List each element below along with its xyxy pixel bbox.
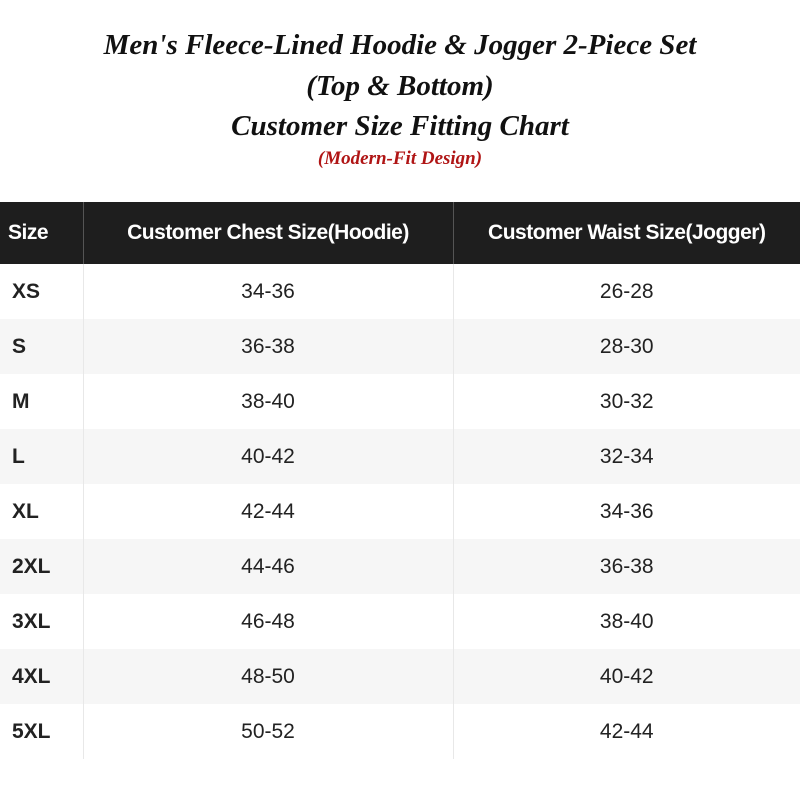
cell-chest: 40-42 [83, 429, 454, 484]
cell-size: 3XL [0, 594, 84, 649]
cell-size: 2XL [0, 539, 84, 594]
cell-waist: 26-28 [599, 279, 654, 303]
title-line-1: Men's Fleece-Lined Hoodie & Jogger 2-Pie… [103, 29, 697, 61]
table-row: 4XL 48-50 40-42 [0, 649, 800, 704]
cell-chest: 38-40 [83, 374, 454, 429]
cell-chest: 48-50 [83, 649, 454, 704]
cell-waist: 42-44 [599, 719, 654, 743]
cell-chest: 46-48 [83, 594, 454, 649]
cell-chest: 50-52 [83, 704, 454, 759]
table-row: S 36-38 28-30 [0, 319, 800, 374]
table-row: 2XL 44-46 36-38 [0, 539, 800, 594]
cell-chest: 44-46 [83, 539, 454, 594]
table-row: XS 34-36 26-28 [0, 264, 800, 319]
header-chest: Customer Chest Size(Hoodie) [83, 202, 454, 264]
table-row: 5XL 50-52 42-44 [0, 704, 800, 759]
size-chart-table: Size Customer Chest Size(Hoodie) Custome… [0, 202, 800, 759]
cell-waist: 34-36 [599, 499, 654, 523]
cell-chest: 36-38 [83, 319, 454, 374]
cell-waist: 36-38 [453, 539, 800, 594]
table-row: L 40-42 32-34 [0, 429, 800, 484]
cell-size: 5XL [0, 704, 84, 759]
title-line-3: Customer Size Fitting Chart [231, 110, 569, 142]
cell-waist: 28-30 [453, 319, 800, 374]
subtitle: (Modern-Fit Design) [317, 148, 483, 169]
cell-size: XS [0, 264, 84, 319]
table-row: 3XL 46-48 38-40 [0, 594, 800, 649]
cell-size: M [0, 374, 84, 429]
cell-waist: 30-32 [599, 389, 654, 413]
header-waist: Customer Waist Size(Jogger) [453, 202, 800, 264]
table-row: M 38-40 30-32 [0, 374, 800, 429]
cell-waist: 32-34 [453, 429, 800, 484]
cell-waist: 38-40 [599, 609, 654, 633]
header-size: Size [0, 202, 84, 264]
cell-size: S [0, 319, 84, 374]
cell-waist: 40-42 [453, 649, 800, 704]
cell-size: 4XL [0, 649, 84, 704]
cell-size: XL [0, 484, 84, 539]
table-row: XL 42-44 34-36 [0, 484, 800, 539]
header-row: Size Customer Chest Size(Hoodie) Custome… [0, 202, 800, 264]
cell-size: L [0, 429, 84, 484]
title-line-2: (Top & Bottom) [306, 70, 494, 102]
cell-chest: 42-44 [83, 484, 454, 539]
cell-chest: 34-36 [83, 264, 454, 319]
